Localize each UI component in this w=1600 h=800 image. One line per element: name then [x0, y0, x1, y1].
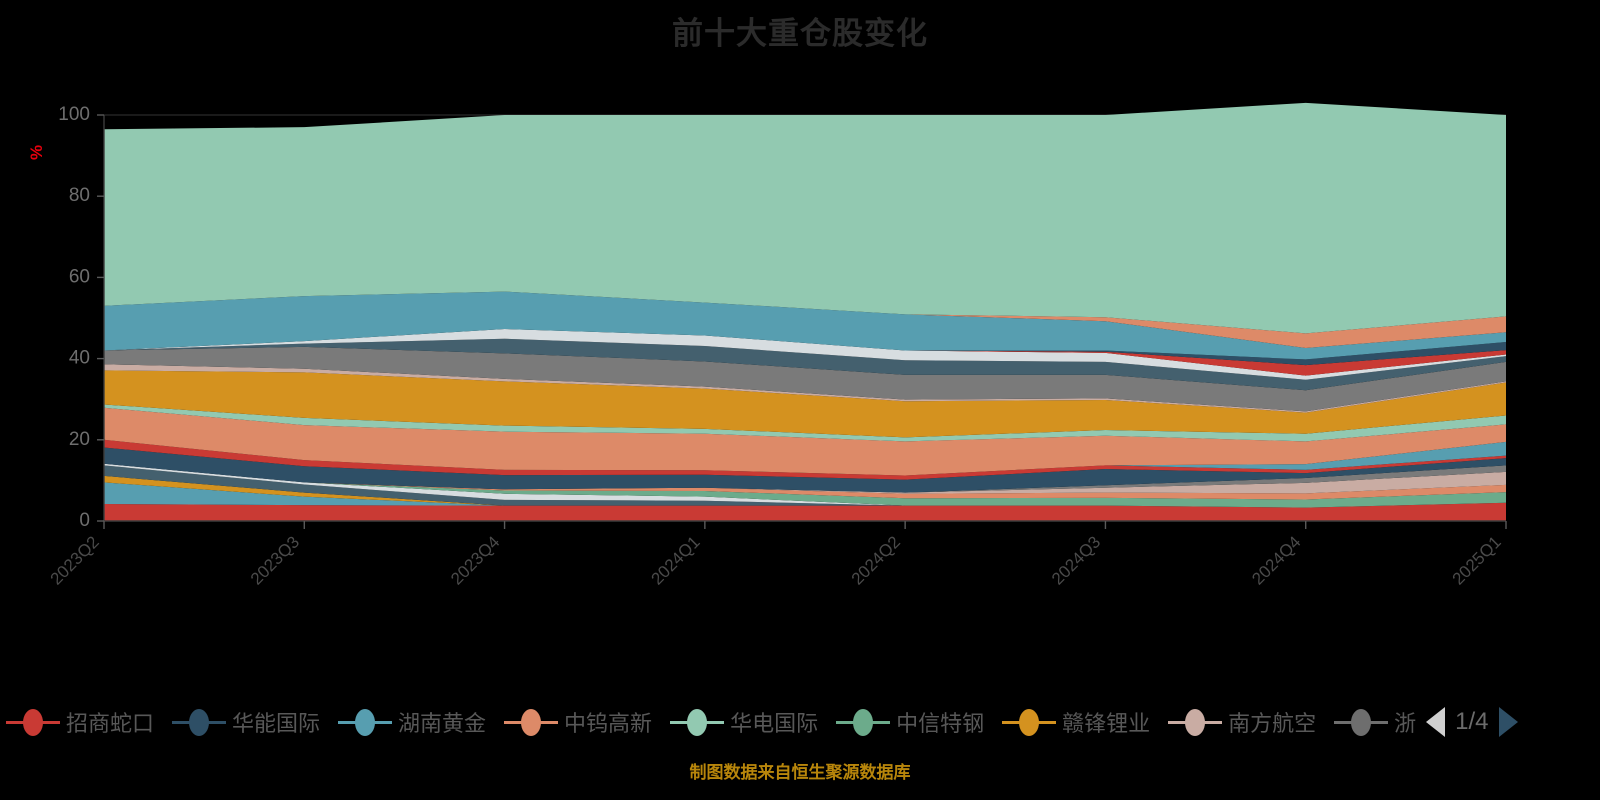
chart-legend: 招商蛇口 华能国际 湖南黄金 中钨高新 华电国际 中信特钢 赣锋锂业 南方航空 浙 1/4 — [0, 694, 1600, 750]
legend-pager: 1/4 — [1426, 707, 1518, 737]
y-tick-label: 80 — [69, 185, 90, 206]
legend-item-6[interactable]: 赣锋锂业 — [1002, 706, 1154, 738]
area-series-21 — [104, 291, 1506, 360]
y-tick-label: 40 — [69, 348, 90, 369]
legend-label: 华能国际 — [232, 711, 321, 736]
area-series-14 — [104, 370, 1506, 438]
stacked-area-chart: 0 20 40 60 80 100% 2023Q2 2023Q3 2023Q4 2024Q1 202… — [27, 102, 1507, 589]
y-tick-label: 60 — [69, 266, 90, 287]
legend-marker-icon — [6, 707, 60, 737]
x-tick-label: 2024Q2 — [848, 532, 904, 588]
area-series-15 — [104, 364, 1506, 413]
footer-attribution: 制图数据来自恒生聚源数据库 — [689, 763, 911, 782]
area-series-17 — [104, 338, 1506, 391]
x-tick-label: 2023Q2 — [47, 532, 103, 588]
area-series-6 — [104, 463, 1506, 500]
legend-dot-icon — [1185, 709, 1206, 736]
x-tick-label: 2024Q1 — [647, 532, 703, 588]
legend-marker-icon — [1168, 707, 1223, 737]
triangle-right-icon[interactable] — [1498, 707, 1518, 737]
area-series-9 — [104, 447, 1506, 493]
legend-label: 中钨高新 — [564, 711, 653, 736]
legend-item-1[interactable]: 华能国际 — [172, 706, 324, 738]
legend-marker-icon — [1334, 707, 1389, 737]
legend-marker-icon — [1002, 707, 1057, 737]
area-series-22 — [104, 291, 1506, 349]
legend-dot-icon — [687, 709, 708, 736]
x-tick-label: 2023Q4 — [447, 532, 503, 588]
chart-plot-area: 0 20 40 60 80 100% 2023Q2 2023Q3 2023Q4 2024Q1 202… — [27, 102, 1507, 589]
legend-marker-icon — [836, 707, 891, 737]
legend-marker-icon — [338, 707, 393, 737]
legend-marker-icon — [504, 707, 559, 737]
legend-item-4[interactable]: 华电国际 — [670, 706, 822, 738]
legend-marker-icon — [172, 707, 227, 737]
x-tick-label: 2024Q4 — [1248, 532, 1304, 588]
x-tick-label: 2024Q3 — [1048, 532, 1104, 588]
y-tick-label: 20 — [69, 429, 90, 450]
legend-item-8[interactable]: 浙 — [1334, 706, 1420, 738]
area-series-23 — [104, 102, 1506, 334]
legend-page-indicator: 1/4 — [1455, 708, 1489, 735]
legend-label: 湖南黄金 — [398, 711, 487, 736]
legend-label: 华电国际 — [730, 711, 819, 736]
legend-dot-icon — [23, 709, 43, 736]
legend-dot-icon — [1019, 709, 1040, 736]
x-tick-label: 2025Q1 — [1449, 532, 1505, 588]
area-series-12 — [104, 407, 1506, 476]
y-tick-label: 100 — [58, 104, 90, 125]
legend-label: 赣锋锂业 — [1062, 711, 1151, 736]
area-series-5 — [104, 463, 1506, 508]
legend-item-3[interactable]: 中钨高新 — [504, 706, 656, 738]
legend-item-0[interactable]: 招商蛇口 — [6, 706, 158, 738]
legend-label: 浙 — [1394, 711, 1417, 736]
x-tick-label: 2023Q3 — [247, 532, 303, 588]
area-series-0 — [104, 502, 1506, 521]
area-series-10 — [104, 439, 1506, 480]
legend-dot-icon — [355, 709, 376, 736]
page-title: 前十大重仓股变化 — [672, 16, 928, 51]
area-series-7 — [104, 463, 1506, 494]
legend-dot-icon — [521, 709, 542, 736]
legend-dot-icon — [189, 709, 210, 736]
legend-label: 南方航空 — [1228, 711, 1317, 736]
legend-item-7[interactable]: 南方航空 — [1168, 706, 1320, 738]
legend-item-2[interactable]: 湖南黄金 — [338, 706, 490, 738]
legend-label: 中信特钢 — [896, 711, 985, 736]
area-series-3 — [104, 465, 1506, 508]
area-series-13 — [104, 404, 1506, 442]
triangle-left-icon[interactable] — [1426, 707, 1446, 737]
legend-label: 招商蛇口 — [66, 711, 155, 736]
legend-marker-icon — [670, 707, 725, 737]
legend-item-5[interactable]: 中信特钢 — [836, 706, 988, 738]
y-tick-label: 0 — [79, 510, 90, 531]
area-series-16 — [104, 346, 1506, 412]
legend-dot-icon — [1351, 709, 1372, 736]
area-series-8 — [104, 463, 1506, 493]
y-axis-unit-label: % — [27, 145, 46, 160]
legend-dot-icon — [853, 709, 874, 736]
